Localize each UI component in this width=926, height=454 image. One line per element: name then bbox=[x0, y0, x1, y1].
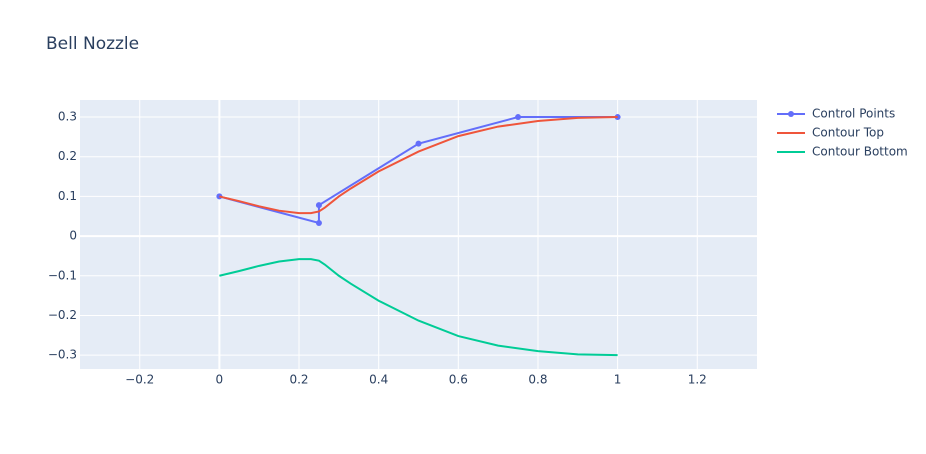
x-tick-label: 1.2 bbox=[688, 373, 707, 387]
y-tick-label: −0.2 bbox=[48, 308, 77, 322]
y-tick-label: −0.1 bbox=[48, 268, 77, 282]
y-tick-label: 0.1 bbox=[58, 189, 77, 203]
line bbox=[219, 116, 618, 215]
line bbox=[219, 258, 618, 357]
legend-label: Control Points bbox=[812, 107, 895, 121]
marker bbox=[515, 114, 522, 121]
x-tick-label: 0.2 bbox=[289, 373, 308, 387]
line bbox=[219, 116, 618, 225]
marker bbox=[415, 140, 422, 147]
x-tick-label: 0.6 bbox=[449, 373, 468, 387]
y-tick-label: −0.3 bbox=[48, 348, 77, 362]
x-tick-label: 0.4 bbox=[369, 373, 388, 387]
chart-title: Bell Nozzle bbox=[46, 34, 139, 54]
y-tick-label: 0 bbox=[69, 229, 77, 243]
marker bbox=[315, 219, 322, 226]
x-tick-label: 1 bbox=[614, 373, 622, 387]
y-tick-label: 0.2 bbox=[58, 149, 77, 163]
y-tick-label: 0.3 bbox=[58, 110, 77, 124]
x-tick-label: 0 bbox=[216, 373, 224, 387]
x-tick-label: −0.2 bbox=[125, 373, 154, 387]
legend-label: Contour Top bbox=[812, 126, 884, 140]
legend-label: Contour Bottom bbox=[812, 145, 908, 159]
x-tick-label: 0.8 bbox=[528, 373, 547, 387]
marker bbox=[315, 202, 322, 209]
plot-background bbox=[80, 100, 757, 369]
legend-marker bbox=[788, 111, 794, 117]
